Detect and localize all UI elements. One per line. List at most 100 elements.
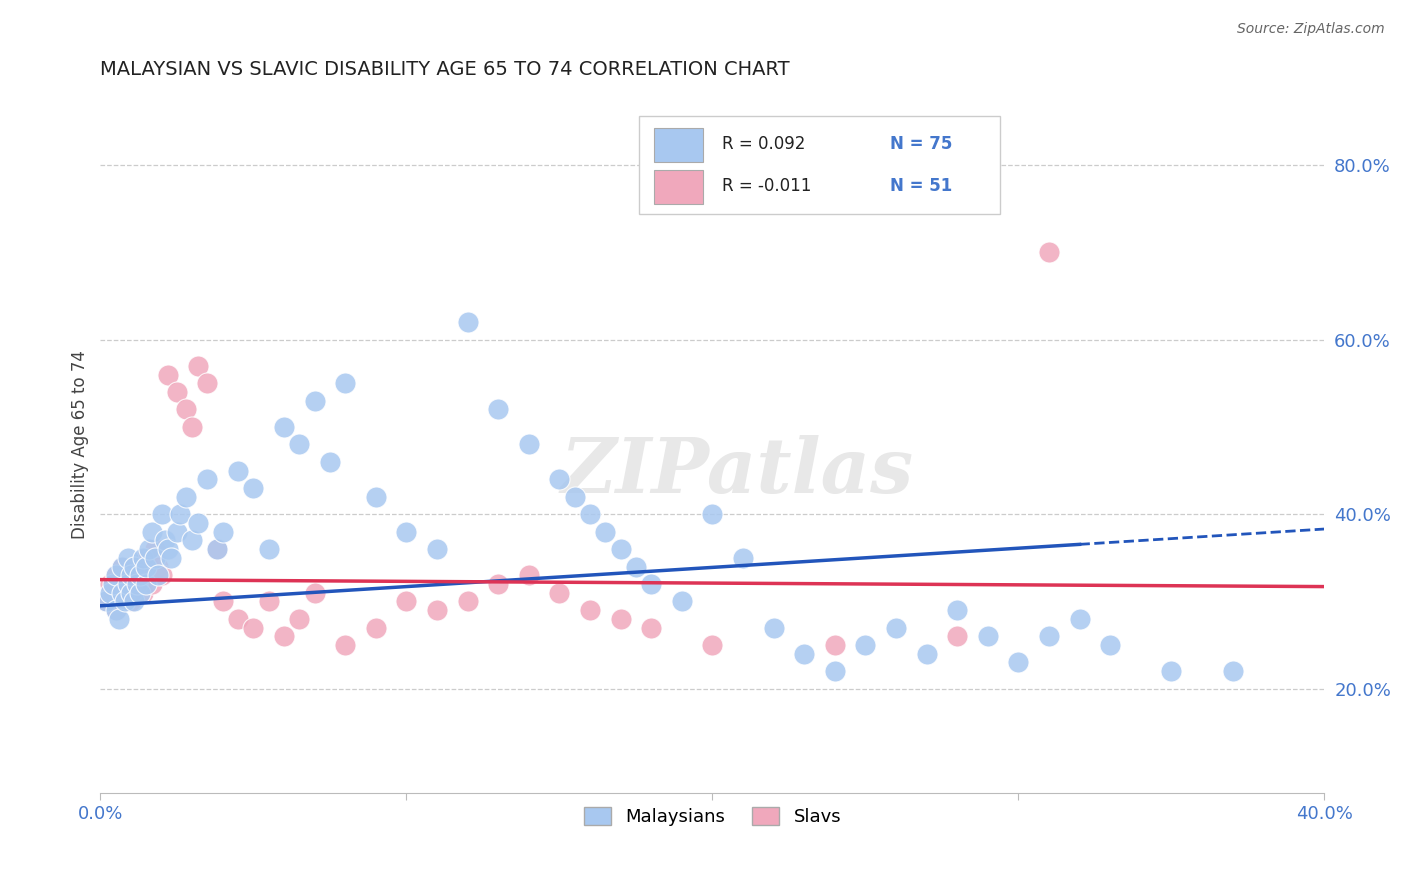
Point bbox=[1160, 664, 1182, 678]
Point bbox=[117, 568, 139, 582]
Text: R = -0.011: R = -0.011 bbox=[723, 178, 811, 195]
Point bbox=[548, 585, 571, 599]
Point bbox=[125, 577, 148, 591]
Point bbox=[946, 603, 969, 617]
Point bbox=[853, 638, 876, 652]
Point bbox=[101, 585, 124, 599]
Point bbox=[145, 542, 167, 557]
Point bbox=[824, 664, 846, 678]
Point bbox=[150, 568, 173, 582]
Point bbox=[579, 507, 602, 521]
Point bbox=[169, 507, 191, 521]
Point bbox=[150, 507, 173, 521]
Point bbox=[132, 550, 155, 565]
Point bbox=[242, 621, 264, 635]
Point bbox=[138, 542, 160, 557]
Point bbox=[197, 472, 219, 486]
Point bbox=[1038, 629, 1060, 643]
Point bbox=[96, 594, 118, 608]
Point bbox=[884, 621, 907, 635]
Point bbox=[426, 542, 449, 557]
Point bbox=[226, 612, 249, 626]
Point bbox=[98, 577, 121, 591]
Point bbox=[211, 524, 233, 539]
Point bbox=[129, 585, 152, 599]
Point bbox=[304, 585, 326, 599]
Point bbox=[333, 376, 356, 391]
Point bbox=[1069, 612, 1091, 626]
Point bbox=[579, 603, 602, 617]
Point bbox=[609, 542, 631, 557]
Point bbox=[426, 603, 449, 617]
Point bbox=[1099, 638, 1122, 652]
Text: ZIPatlas: ZIPatlas bbox=[561, 435, 914, 509]
Point bbox=[111, 585, 134, 599]
Point bbox=[457, 315, 479, 329]
Point bbox=[1222, 664, 1244, 678]
Point bbox=[125, 577, 148, 591]
Point bbox=[111, 559, 134, 574]
Point bbox=[319, 455, 342, 469]
Point bbox=[145, 550, 167, 565]
Point bbox=[98, 585, 121, 599]
Point bbox=[824, 638, 846, 652]
Point bbox=[457, 594, 479, 608]
Point bbox=[135, 577, 157, 591]
Point bbox=[122, 559, 145, 574]
Point bbox=[187, 359, 209, 373]
Point bbox=[486, 402, 509, 417]
Text: Source: ZipAtlas.com: Source: ZipAtlas.com bbox=[1237, 22, 1385, 37]
Point bbox=[141, 577, 163, 591]
Point bbox=[129, 568, 152, 582]
Point bbox=[148, 559, 170, 574]
Point bbox=[117, 577, 139, 591]
Point bbox=[517, 568, 540, 582]
Point bbox=[257, 542, 280, 557]
Point bbox=[114, 577, 136, 591]
Point bbox=[333, 638, 356, 652]
Point bbox=[120, 568, 142, 582]
Point bbox=[288, 612, 311, 626]
Point bbox=[174, 402, 197, 417]
Point bbox=[548, 472, 571, 486]
Point bbox=[122, 594, 145, 608]
Point bbox=[166, 524, 188, 539]
Point bbox=[273, 629, 295, 643]
Point bbox=[915, 647, 938, 661]
Point bbox=[104, 603, 127, 617]
Point bbox=[671, 594, 693, 608]
Point bbox=[138, 559, 160, 574]
Point bbox=[132, 585, 155, 599]
Point bbox=[104, 568, 127, 582]
Point bbox=[793, 647, 815, 661]
Text: N = 51: N = 51 bbox=[890, 178, 952, 195]
Point bbox=[624, 559, 647, 574]
Point bbox=[107, 612, 129, 626]
Point bbox=[135, 550, 157, 565]
Point bbox=[107, 594, 129, 608]
Point bbox=[104, 603, 127, 617]
Point bbox=[486, 577, 509, 591]
Point bbox=[129, 568, 152, 582]
Point bbox=[120, 585, 142, 599]
Point bbox=[101, 577, 124, 591]
Point bbox=[257, 594, 280, 608]
Point bbox=[120, 594, 142, 608]
Point bbox=[111, 585, 134, 599]
Point bbox=[141, 524, 163, 539]
Point bbox=[364, 490, 387, 504]
Point bbox=[640, 577, 662, 591]
Point bbox=[731, 550, 754, 565]
Point bbox=[1007, 656, 1029, 670]
Point bbox=[148, 568, 170, 582]
Point bbox=[159, 550, 181, 565]
Point bbox=[517, 437, 540, 451]
Point bbox=[702, 507, 724, 521]
Point bbox=[211, 594, 233, 608]
Point bbox=[609, 612, 631, 626]
Point bbox=[640, 621, 662, 635]
Text: MALAYSIAN VS SLAVIC DISABILITY AGE 65 TO 74 CORRELATION CHART: MALAYSIAN VS SLAVIC DISABILITY AGE 65 TO… bbox=[100, 60, 790, 78]
Y-axis label: Disability Age 65 to 74: Disability Age 65 to 74 bbox=[72, 350, 89, 539]
Point bbox=[156, 368, 179, 382]
Point bbox=[1038, 245, 1060, 260]
